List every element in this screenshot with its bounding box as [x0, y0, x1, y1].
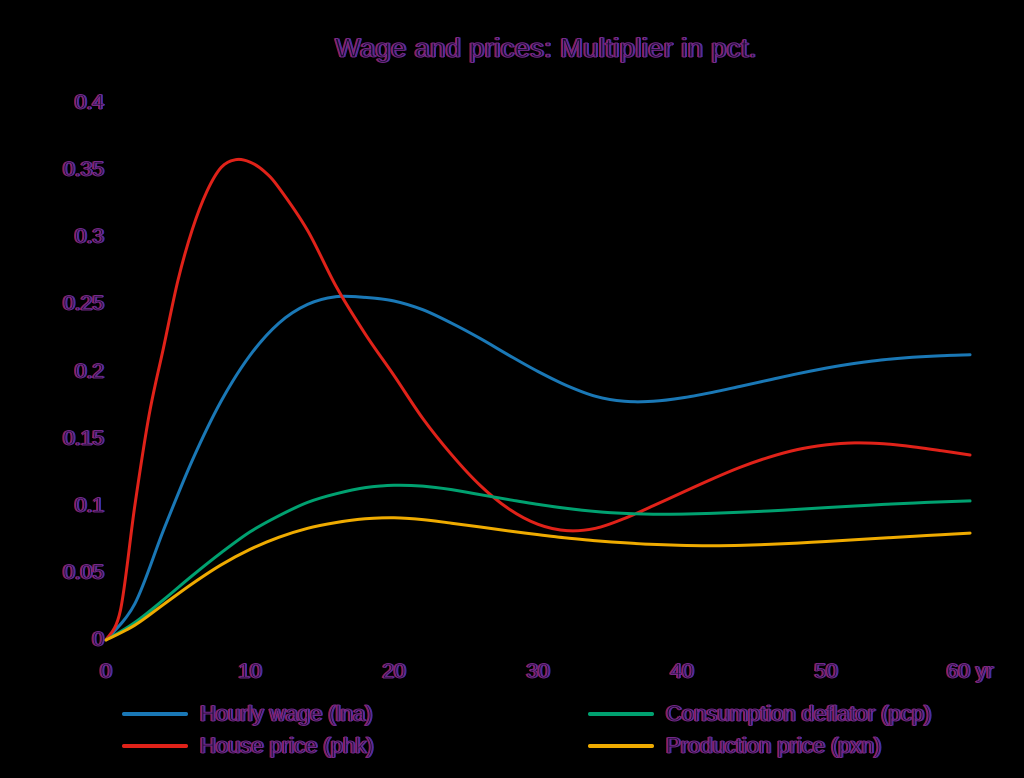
legend-label: House price (phk): [200, 733, 375, 759]
series-line-1: [104, 294, 972, 642]
y-tick-label: 0.2: [74, 359, 104, 383]
legend-color-line: [588, 744, 654, 748]
y-tick-label: 0.4: [74, 91, 104, 114]
series-line-2: [104, 157, 972, 642]
x-tick-label: 30: [526, 660, 550, 683]
legend-label: Hourly wage (lna): [199, 701, 373, 727]
x-tick-label: 0: [100, 660, 113, 683]
chart-title: Wage and prices: Multiplier in pct.: [335, 33, 757, 64]
x-tick-label: 40: [670, 660, 694, 683]
x-tick-label: 50: [814, 660, 838, 683]
x-tick-label: 10: [238, 660, 262, 683]
x-tick-label: 60 yr: [946, 660, 994, 683]
y-tick-label: 0: [92, 628, 105, 651]
legend-color-line: [588, 712, 654, 716]
series-line-4: [104, 516, 972, 642]
x-tick-label: 20: [382, 660, 406, 683]
y-tick-label: 0.35: [63, 158, 105, 182]
y-tick-label: 0.3: [74, 225, 104, 249]
y-tick-label: 0.15: [63, 426, 105, 450]
legend-color-line: [122, 712, 188, 716]
series-line-3: [104, 483, 972, 642]
legend-label: Consumption deflator (pcp): [665, 701, 932, 727]
legend-color-line: [122, 744, 188, 748]
legend-label: Production price (pxn): [665, 733, 882, 759]
y-tick-label: 0.1: [74, 493, 104, 517]
y-tick-label: 0.25: [63, 292, 105, 316]
y-tick-label: 0.05: [63, 560, 105, 584]
